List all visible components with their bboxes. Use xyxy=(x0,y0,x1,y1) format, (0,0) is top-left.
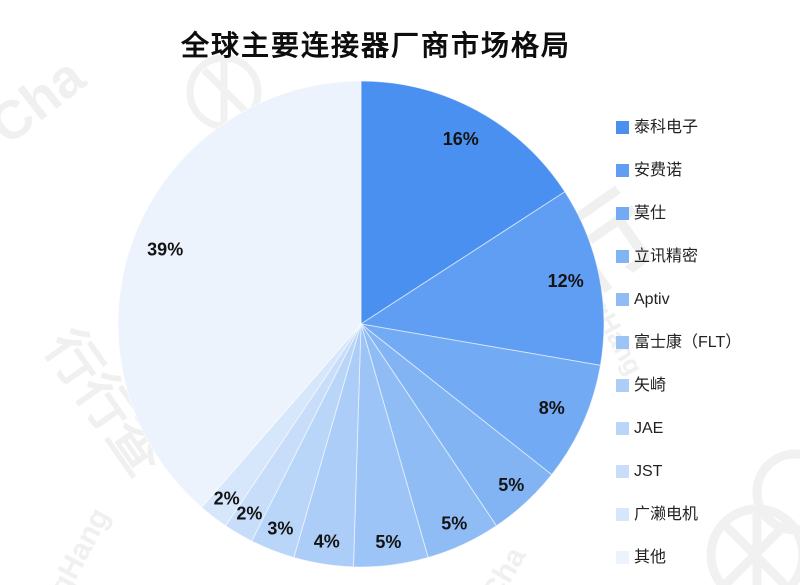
legend-item-8: JST xyxy=(616,450,741,493)
legend-swatch-icon xyxy=(616,336,629,349)
legend-label: JAE xyxy=(634,419,664,437)
pie-slice-10 xyxy=(117,80,362,508)
legend-swatch-icon xyxy=(616,508,629,521)
legend-swatch-icon xyxy=(616,551,629,564)
pie-value-label-3: 5% xyxy=(498,475,524,495)
legend-swatch-icon xyxy=(616,422,629,435)
legend-item-7: JAE xyxy=(616,407,741,450)
legend-swatch-icon xyxy=(616,379,629,392)
legend-item-1: 安费诺 xyxy=(616,149,741,192)
legend-label: 泰科电子 xyxy=(634,118,699,136)
legend-item-5: 富士康（FLT） xyxy=(616,321,741,364)
pie-value-label-8: 2% xyxy=(236,504,262,524)
legend-label: 矢崎 xyxy=(634,376,667,394)
legend-swatch-icon xyxy=(616,250,629,263)
legend-label: 安费诺 xyxy=(634,161,683,179)
legend-swatch-icon xyxy=(616,465,629,478)
pie-slice-2 xyxy=(360,323,601,476)
pie-value-label-4: 5% xyxy=(441,513,467,533)
legend-item-6: 矢崎 xyxy=(616,364,741,407)
pie-value-label-5: 5% xyxy=(375,532,401,552)
legend-swatch-icon xyxy=(616,164,629,177)
pie-slice-1 xyxy=(360,191,605,366)
pie-value-label-6: 4% xyxy=(314,531,340,551)
pie-slice-0 xyxy=(360,80,566,325)
pie-value-label-2: 8% xyxy=(539,398,565,418)
legend-label: 莫仕 xyxy=(634,204,667,222)
legend-item-10: 其他 xyxy=(616,536,741,579)
chart-title: 全球主要连接器厂商市场格局 xyxy=(180,30,571,61)
legend-label: Aptiv xyxy=(634,290,670,308)
legend-swatch-icon xyxy=(616,121,629,134)
legend-label: 立讯精密 xyxy=(634,247,699,265)
legend-swatch-icon xyxy=(616,207,629,220)
legend-swatch-icon xyxy=(616,293,629,306)
pie-value-label-10: 39% xyxy=(147,240,183,260)
legend-item-2: 莫仕 xyxy=(616,192,741,235)
legend-item-3: 立讯精密 xyxy=(616,235,741,278)
pie-value-label-0: 16% xyxy=(443,129,479,149)
legend-label: 其他 xyxy=(634,548,667,566)
pie-value-label-9: 2% xyxy=(214,488,240,508)
legend: 泰科电子安费诺莫仕立讯精密 Aptiv 富士康（FLT） 矢崎 JAE JST 广濑电机其他 xyxy=(616,106,741,579)
legend-item-9: 广濑电机 xyxy=(616,493,741,536)
legend-label: 富士康（FLT） xyxy=(634,333,742,351)
pie-value-label-7: 3% xyxy=(267,519,293,539)
pie-value-label-1: 12% xyxy=(548,271,584,291)
legend-label: 广濑电机 xyxy=(634,505,699,523)
legend-item-4: Aptiv xyxy=(616,278,741,321)
legend-label: JST xyxy=(634,462,663,480)
legend-item-0: 泰科电子 xyxy=(616,106,741,149)
